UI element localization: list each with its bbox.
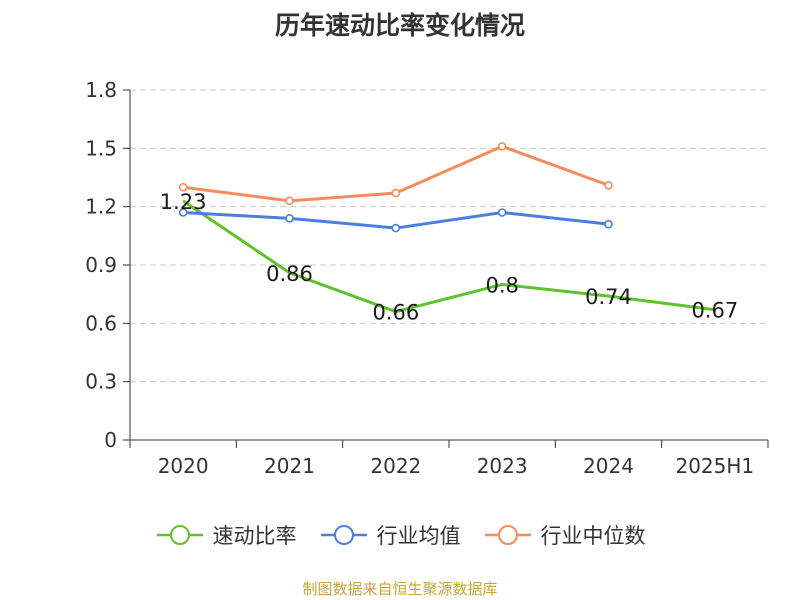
legend-marker-icon bbox=[156, 525, 203, 545]
data-point bbox=[178, 208, 188, 217]
legend-item[interactable]: 行业中位数 bbox=[483, 520, 646, 550]
data-label: 1.23 bbox=[160, 190, 207, 214]
x-tick-label: 2023 bbox=[477, 454, 528, 478]
data-point bbox=[604, 219, 613, 229]
data-point bbox=[497, 208, 507, 217]
y-tick-label: 1.2 bbox=[85, 195, 117, 219]
legend-circle bbox=[169, 525, 190, 545]
data-point bbox=[391, 188, 401, 198]
y-tick-label: 1.8 bbox=[85, 78, 117, 102]
legend-label: 行业中位数 bbox=[540, 524, 646, 548]
data-point bbox=[285, 196, 294, 206]
y-tick-label: 0.6 bbox=[85, 311, 117, 335]
y-tick-label: 0.9 bbox=[85, 253, 117, 277]
y-tick-label: 1.5 bbox=[85, 136, 117, 160]
axes: 0 0.3 0.6 0.9 1.2 1.5 1.8 2020 2021 2022 2023 2024 2… bbox=[85, 78, 769, 478]
x-tick-label: 2021 bbox=[264, 454, 315, 478]
legend-item[interactable]: 行业均值 bbox=[319, 520, 461, 550]
data-point bbox=[178, 182, 188, 192]
source-note: 制图数据来自恒生聚源数据库 bbox=[302, 580, 498, 598]
data-point bbox=[391, 223, 401, 233]
legend-item[interactable]: 速动比率 bbox=[155, 520, 297, 550]
series-lines bbox=[178, 142, 716, 314]
series-line-0 bbox=[182, 199, 716, 314]
y-tick-label: 0.3 bbox=[85, 370, 117, 394]
data-label: 0.67 bbox=[691, 299, 738, 323]
legend-circle bbox=[497, 525, 518, 545]
x-tick-label: 2022 bbox=[370, 454, 421, 478]
data-labels: 1.23 0.86 0.66 0.8 0.74 0.67 bbox=[160, 190, 738, 325]
x-tick-label: 2024 bbox=[583, 454, 634, 478]
legend-circle bbox=[333, 525, 354, 545]
y-tick-label: 0 bbox=[104, 428, 117, 452]
data-label: 0.74 bbox=[585, 285, 632, 309]
legend: 速动比率 行业均值 行业中位数 bbox=[0, 520, 800, 550]
chart-title: 历年速动比率变化情况 bbox=[274, 11, 525, 40]
data-point bbox=[497, 142, 507, 151]
legend-label: 行业均值 bbox=[376, 524, 461, 548]
grid-lines bbox=[130, 89, 768, 383]
x-tick-label: 2025H1 bbox=[675, 454, 754, 478]
data-label: 0.86 bbox=[266, 262, 313, 286]
x-tick-label: 2020 bbox=[158, 454, 209, 478]
legend-marker-icon bbox=[320, 525, 367, 545]
legend-marker-icon bbox=[484, 525, 531, 545]
legend-label: 速动比率 bbox=[212, 524, 297, 548]
data-point bbox=[604, 180, 613, 190]
data-label: 0.66 bbox=[372, 301, 419, 325]
data-label: 0.8 bbox=[485, 273, 518, 297]
data-point bbox=[285, 214, 294, 223]
